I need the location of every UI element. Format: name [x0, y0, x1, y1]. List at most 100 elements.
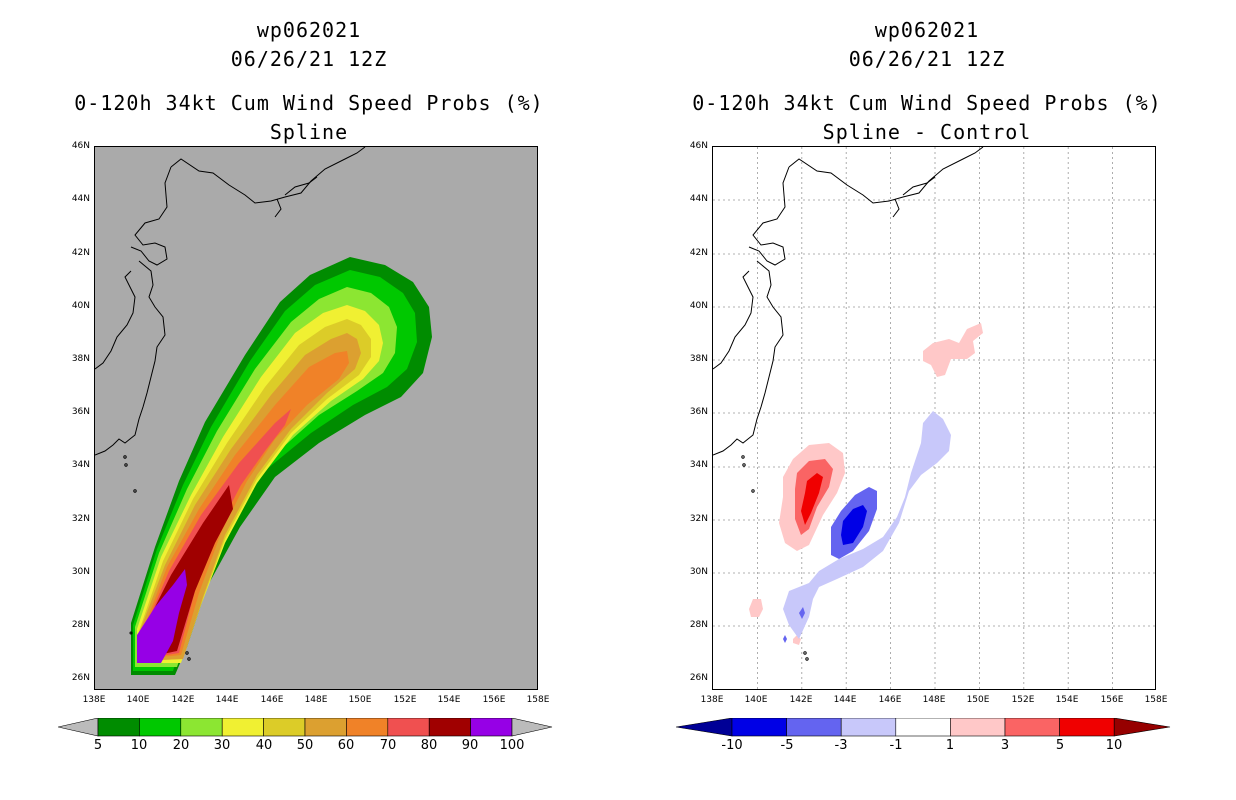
lat-label: 46N [689, 141, 708, 151]
right-panel: wp062021 06/26/21 12Z 0-120h 34kt Cum Wi… [618, 0, 1236, 800]
colorbar-label: -10 [721, 738, 743, 753]
left-title-product: 0-120h 34kt Cum Wind Speed Probs (%) [74, 91, 544, 115]
positive-1-north-contour [923, 323, 983, 377]
lat-label: 46N [71, 141, 90, 151]
colorbar-label: 10 [1105, 738, 1123, 753]
colorbar-swatch [346, 717, 389, 737]
right-gridlines [713, 147, 1155, 689]
lat-label: 36N [71, 407, 90, 417]
right-difference-map [712, 146, 1156, 690]
colorbar-label: 80 [420, 738, 438, 753]
lat-label: 36N [689, 407, 708, 417]
left-title-id: wp062021 [256, 18, 362, 42]
lat-label: 26N [71, 673, 90, 683]
left-probability-swath [131, 257, 432, 675]
lon-label: 150E [966, 695, 990, 705]
lon-label: 138E [82, 695, 106, 705]
lon-label: 158E [526, 695, 550, 705]
lon-label: 152E [1011, 695, 1035, 705]
colorbar-swatch [139, 717, 182, 737]
right-difference-field [749, 323, 983, 645]
colorbar-swatch [1059, 717, 1115, 737]
lat-label: 42N [71, 248, 90, 258]
colorbar-swatch [221, 717, 264, 737]
left-probability-map [94, 146, 538, 690]
colorbar-swatch [731, 717, 787, 737]
lat-label: 34N [689, 460, 708, 470]
lon-label: 156E [1100, 695, 1124, 705]
lat-label: 32N [71, 514, 90, 524]
lon-label: 142E [789, 695, 813, 705]
colorbar-swatch [895, 717, 951, 737]
lon-label: 156E [482, 695, 506, 705]
lat-label: 28N [71, 620, 90, 630]
colorbar-swatch [1004, 717, 1060, 737]
colorbar-label: -1 [889, 738, 903, 753]
colorbar-label: 5 [93, 738, 103, 753]
lat-label: 28N [689, 620, 708, 630]
colorbar-low-triangle [675, 717, 733, 737]
lat-label: 38N [689, 354, 708, 364]
colorbar-swatch [97, 717, 140, 737]
lon-label: 158E [1144, 695, 1168, 705]
right-colorbar [675, 717, 1172, 742]
left-coastline [95, 147, 366, 661]
colorbar-label: 100 [499, 738, 525, 753]
negative-1-small-contour [799, 607, 805, 619]
lon-label: 144E [833, 695, 857, 705]
lon-label: 140E [126, 695, 150, 705]
colorbar-label: 3 [1000, 738, 1010, 753]
colorbar-label: 1 [945, 738, 955, 753]
lon-label: 154E [437, 695, 461, 705]
lon-label: 148E [922, 695, 946, 705]
colorbar-high-triangle [1113, 717, 1171, 737]
prob-90-contour [137, 569, 187, 663]
right-coastline [713, 147, 984, 661]
colorbar-swatch [840, 717, 897, 737]
colorbar-label: 50 [296, 738, 314, 753]
negative-1-contour [783, 411, 951, 639]
colorbar-swatch [428, 717, 471, 737]
lon-label: 150E [348, 695, 372, 705]
colorbar-label: 10 [130, 738, 148, 753]
lon-label: 140E [744, 695, 768, 705]
colorbar-high-triangle [511, 717, 553, 737]
colorbar-label: -3 [834, 738, 848, 753]
left-title-method: Spline [269, 120, 349, 144]
left-colorbar [57, 717, 554, 742]
lon-label: 152E [393, 695, 417, 705]
lon-label: 138E [700, 695, 724, 705]
negative-5-contour [841, 505, 867, 545]
lon-label: 146E [260, 695, 284, 705]
colorbar-swatch [180, 717, 223, 737]
lon-label: 146E [878, 695, 902, 705]
lat-label: 30N [689, 567, 708, 577]
left-title-date: 06/26/21 12Z [230, 47, 388, 71]
colorbar-swatch [786, 717, 842, 737]
lat-label: 38N [71, 354, 90, 364]
right-title-product: 0-120h 34kt Cum Wind Speed Probs (%) [692, 91, 1162, 115]
colorbar-label: 90 [461, 738, 479, 753]
colorbar-label: 30 [213, 738, 231, 753]
lon-label: 144E [215, 695, 239, 705]
colorbar-swatch [470, 717, 513, 737]
colorbar-low-triangle [57, 717, 99, 737]
lat-label: 44N [689, 194, 708, 204]
lat-label: 42N [689, 248, 708, 258]
right-title-method: Spline - Control [822, 120, 1032, 144]
positive-1-south-contour [749, 599, 763, 617]
lat-label: 32N [689, 514, 708, 524]
lat-label: 30N [71, 567, 90, 577]
lat-label: 40N [71, 301, 90, 311]
lon-label: 154E [1055, 695, 1079, 705]
lat-label: 34N [71, 460, 90, 470]
colorbar-label: 40 [255, 738, 273, 753]
colorbar-label: 60 [337, 738, 355, 753]
lon-label: 142E [171, 695, 195, 705]
lat-label: 44N [71, 194, 90, 204]
lat-label: 26N [689, 673, 708, 683]
negative-1-dot-contour [783, 635, 787, 643]
colorbar-label: -5 [780, 738, 794, 753]
lat-label: 40N [689, 301, 708, 311]
right-title-date: 06/26/21 12Z [848, 47, 1006, 71]
